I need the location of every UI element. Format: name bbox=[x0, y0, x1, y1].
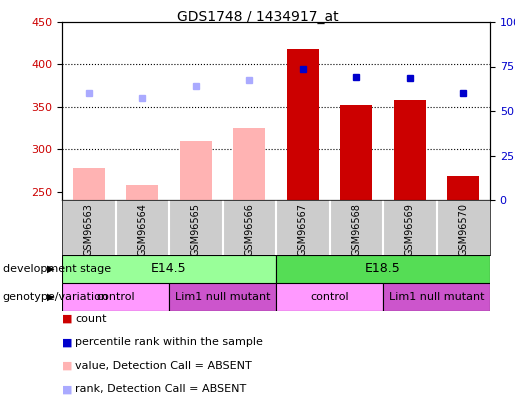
Bar bbox=[393, 100, 426, 200]
Text: GSM96566: GSM96566 bbox=[244, 203, 254, 256]
Text: E18.5: E18.5 bbox=[365, 262, 401, 275]
Text: ■: ■ bbox=[62, 384, 73, 394]
Text: count: count bbox=[75, 314, 107, 324]
Text: ■: ■ bbox=[62, 314, 73, 324]
Text: control: control bbox=[96, 292, 135, 302]
Bar bbox=[276, 255, 490, 283]
Text: ▶: ▶ bbox=[46, 264, 54, 274]
Text: rank, Detection Call = ABSENT: rank, Detection Call = ABSENT bbox=[75, 384, 246, 394]
Bar bbox=[447, 176, 479, 200]
Text: ■: ■ bbox=[62, 337, 73, 347]
Bar bbox=[180, 141, 212, 200]
Text: E14.5: E14.5 bbox=[151, 262, 187, 275]
Text: Lim1 null mutant: Lim1 null mutant bbox=[175, 292, 270, 302]
Text: percentile rank within the sample: percentile rank within the sample bbox=[75, 337, 263, 347]
Bar bbox=[233, 128, 265, 200]
Text: control: control bbox=[310, 292, 349, 302]
Bar bbox=[276, 283, 383, 311]
Text: GSM96564: GSM96564 bbox=[138, 203, 147, 256]
Text: GSM96570: GSM96570 bbox=[458, 203, 468, 256]
Text: GSM96567: GSM96567 bbox=[298, 203, 308, 256]
Bar bbox=[340, 105, 372, 200]
Bar bbox=[169, 283, 276, 311]
Bar bbox=[383, 283, 490, 311]
Text: ▶: ▶ bbox=[46, 292, 54, 302]
Text: ■: ■ bbox=[62, 361, 73, 371]
Text: GDS1748 / 1434917_at: GDS1748 / 1434917_at bbox=[177, 10, 338, 24]
Bar bbox=[62, 283, 169, 311]
Bar bbox=[287, 49, 319, 200]
Text: genotype/variation: genotype/variation bbox=[3, 292, 109, 302]
Text: GSM96569: GSM96569 bbox=[405, 203, 415, 256]
Text: development stage: development stage bbox=[3, 264, 111, 274]
Text: value, Detection Call = ABSENT: value, Detection Call = ABSENT bbox=[75, 361, 252, 371]
Text: GSM96563: GSM96563 bbox=[84, 203, 94, 256]
Text: Lim1 null mutant: Lim1 null mutant bbox=[389, 292, 484, 302]
Bar bbox=[126, 185, 158, 200]
Text: GSM96568: GSM96568 bbox=[351, 203, 361, 256]
Bar bbox=[73, 168, 105, 200]
Bar bbox=[62, 255, 276, 283]
Text: GSM96565: GSM96565 bbox=[191, 203, 201, 256]
